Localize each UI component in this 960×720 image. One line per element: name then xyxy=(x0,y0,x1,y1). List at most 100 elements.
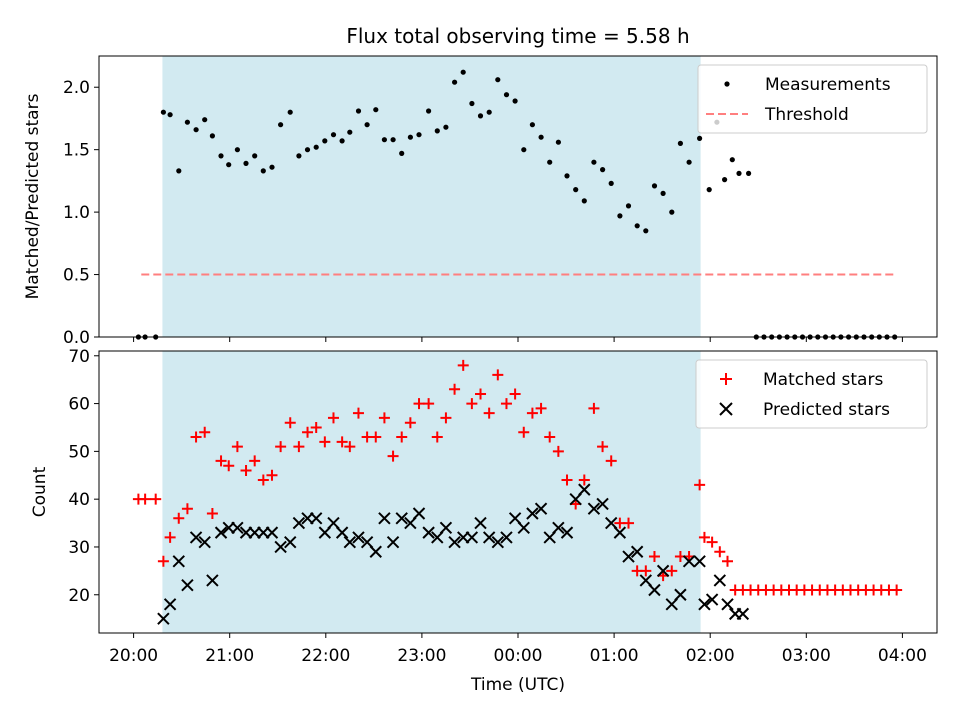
y-tick-label: 2.0 xyxy=(63,78,90,98)
matched-point xyxy=(378,412,390,424)
matched-point xyxy=(526,407,538,419)
measurement-point xyxy=(555,139,562,145)
matched-point xyxy=(284,417,296,429)
measurement-point xyxy=(460,69,466,75)
matched-point xyxy=(623,517,635,529)
measurement-point xyxy=(625,203,632,209)
measurement-point xyxy=(167,112,173,118)
predicted-point xyxy=(386,535,400,549)
y-tick-label: 0.0 xyxy=(63,328,90,348)
measurement-point xyxy=(347,129,353,135)
legend-predicted-label: Predicted stars xyxy=(763,400,890,420)
measurement-point xyxy=(669,209,675,215)
measurement-point xyxy=(529,122,536,128)
x-axis-label: Time (UTC) xyxy=(470,675,565,695)
matched-point xyxy=(588,402,600,414)
matched-point xyxy=(597,441,609,453)
predicted-point xyxy=(630,545,644,558)
bottom-x-ticks: 20:00 21:00 22:00 23:00 00:00 01:00 02:00 03:00… xyxy=(109,633,927,666)
predicted-point xyxy=(578,483,591,496)
x-tick-label: 20:00 xyxy=(109,646,158,666)
bottom-legend-box xyxy=(695,359,928,429)
bottom-panel: 20 30 40 50 60 70 20:00 21:00 22:00 23:00 00:00 01… xyxy=(30,347,938,695)
predicted-point xyxy=(534,502,548,515)
legend-measurements-label: Measurements xyxy=(765,75,891,95)
measurement-point xyxy=(252,153,258,159)
measurement-point xyxy=(643,228,649,234)
measurement-point xyxy=(521,147,527,153)
measurement-point xyxy=(209,133,215,139)
measurement-point xyxy=(729,157,735,163)
measurement-point xyxy=(651,183,658,189)
matched-point xyxy=(509,388,521,400)
measurement-point xyxy=(722,177,728,183)
predicted-point xyxy=(172,555,185,568)
measurement-point xyxy=(746,170,752,176)
matched-point xyxy=(164,531,176,543)
matched-point xyxy=(257,474,269,486)
matched-point xyxy=(215,455,227,467)
predicted-point xyxy=(214,526,228,539)
chart-title: Flux total observing time = 5.58 h xyxy=(346,24,689,48)
y-tick-label: 40 xyxy=(68,490,90,510)
predicted-stars-points xyxy=(157,483,750,625)
measurement-point xyxy=(330,132,337,138)
measurement-point xyxy=(373,107,379,113)
x-tick-label: 21:00 xyxy=(205,646,254,666)
measurement-point xyxy=(278,122,284,128)
measurement-point xyxy=(600,167,606,173)
matched-point xyxy=(249,455,261,467)
measurement-point xyxy=(407,134,413,140)
matched-point xyxy=(302,426,314,438)
matched-point xyxy=(387,450,399,462)
predicted-point xyxy=(526,507,539,520)
top-x-ticks xyxy=(133,337,903,342)
matched-point xyxy=(231,441,243,453)
measurement-point xyxy=(608,180,614,186)
matched-point xyxy=(150,493,162,505)
matched-point xyxy=(336,436,348,448)
measurement-point xyxy=(202,117,208,123)
matched-point xyxy=(173,512,185,524)
matched-point xyxy=(475,388,487,400)
matched-point xyxy=(457,359,469,371)
x-tick-label: 01:00 xyxy=(590,646,639,666)
predicted-point xyxy=(713,574,727,587)
matched-point xyxy=(449,383,461,395)
predicted-point xyxy=(163,598,177,611)
measurement-point xyxy=(322,138,328,144)
legend-matched-label: Matched stars xyxy=(763,370,883,390)
measurement-point xyxy=(573,187,579,193)
matched-point xyxy=(240,464,252,476)
y-tick-label: 0.5 xyxy=(63,266,90,286)
x-tick-label: 22:00 xyxy=(301,646,350,666)
predicted-point xyxy=(448,535,461,549)
measurement-point xyxy=(677,140,684,146)
matched-point xyxy=(706,536,718,548)
matched-point xyxy=(370,431,382,443)
y-tick-label: 70 xyxy=(68,347,90,367)
matched-point xyxy=(223,460,235,472)
measurement-point xyxy=(399,150,405,156)
predicted-point xyxy=(309,512,323,525)
predicted-point xyxy=(412,507,426,520)
measurement-point xyxy=(634,223,640,229)
measurement-point xyxy=(591,159,597,165)
measurement-point xyxy=(538,134,544,140)
bottom-legend: Matched stars Predicted stars xyxy=(695,359,928,429)
y-tick-label: 30 xyxy=(68,538,90,558)
matched-point xyxy=(578,474,590,486)
measurement-point xyxy=(390,137,396,143)
measurement-point xyxy=(226,162,232,168)
measurement-point xyxy=(697,135,703,141)
predicted-point xyxy=(395,512,408,525)
matched-point xyxy=(344,441,356,453)
matched-point xyxy=(544,431,556,443)
x-tick-label: 03:00 xyxy=(782,646,831,666)
measurement-point xyxy=(234,147,240,153)
top-legend-box xyxy=(697,64,928,134)
matched-point xyxy=(396,431,408,443)
matched-point xyxy=(266,469,278,481)
predicted-point xyxy=(465,531,479,544)
measurement-point xyxy=(313,144,319,150)
